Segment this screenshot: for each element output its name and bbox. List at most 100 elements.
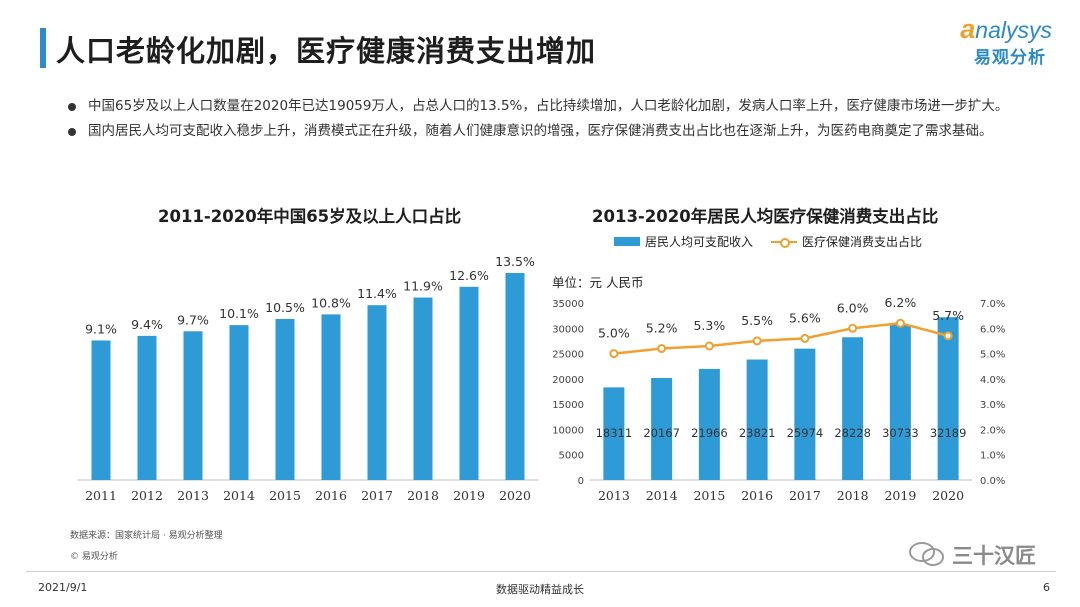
chart2-bar-label: 28228 (834, 426, 871, 440)
logo-wordmark: analysys (960, 14, 1052, 44)
chart1-x-tick: 2014 (223, 488, 255, 503)
chart1-x-tick: 2017 (361, 488, 393, 503)
chart2-y-left-tick: 35000 (552, 299, 584, 310)
footer-slogan: 数据驱动精益成长 (496, 583, 584, 596)
chart2-bar-label: 32189 (930, 426, 967, 440)
chart2-bar-label: 25974 (787, 426, 824, 440)
bullet-dot-icon (68, 103, 76, 111)
chart2-y-left-tick: 20000 (552, 375, 584, 386)
chart2-legend: 居民人均可支配收入 医疗保健消费支出占比 (614, 233, 922, 250)
chart2-bar-label: 20167 (643, 426, 680, 440)
chart1-data-label: 11.9% (403, 279, 443, 294)
chart2-x-tick: 2015 (693, 488, 725, 503)
chart1-bar (505, 273, 525, 480)
chart2-line-point (800, 333, 810, 343)
chart1-bar (321, 314, 341, 480)
chart2-x-tick: 2018 (837, 488, 869, 503)
chart2-y-right-tick: 7.0% (980, 299, 1005, 310)
chart2-bar (603, 387, 625, 480)
chart2-line-point (657, 344, 667, 354)
chart2-bar-label: 30733 (882, 426, 919, 440)
legend-line-swatch (771, 237, 798, 248)
analysys-logo: analysys 易观分析 (942, 14, 1052, 70)
chart1-x-tick: 2012 (131, 488, 163, 503)
legend-line-label: 医疗保健消费支出占比 (802, 235, 923, 249)
chart2-y-left-tick: 10000 (552, 425, 584, 436)
chart2-y-right-tick: 5.0% (980, 350, 1005, 361)
page-number: 6 (1043, 581, 1050, 594)
chart1-x-tick: 2016 (315, 488, 347, 503)
chart2-line-label: 6.2% (884, 295, 916, 310)
chart2-y-right-tick: 0.0% (980, 476, 1005, 487)
chart2-y-right-tick: 4.0% (980, 375, 1005, 386)
chart2-y-left-tick: 25000 (552, 350, 584, 361)
chart1-bar (229, 325, 249, 480)
bullet-text: 中国65岁及以上人口数量在2020年已达19059万人，占总人口的13.5%，占… (88, 98, 1009, 114)
chart1-bar (367, 305, 387, 480)
bullet-dot-icon (68, 128, 76, 136)
chart2-y-right-tick: 1.0% (980, 451, 1005, 462)
watermark-text: 三十汉匠 (952, 544, 1036, 568)
chart2-line-label: 5.0% (598, 326, 630, 341)
chart2-line-label: 6.0% (837, 300, 869, 315)
chart2-line-point (895, 318, 905, 328)
chart2-line-label: 5.7% (932, 308, 964, 323)
chart1-bar (413, 297, 433, 480)
chart1-data-label: 10.8% (311, 295, 351, 310)
chart2-line-label: 5.3% (693, 318, 725, 333)
chart1-bar (91, 340, 111, 480)
chart2-bar-label: 21966 (691, 426, 728, 440)
chart2-line-label: 5.5% (741, 313, 773, 328)
chart1-data-label: 9.7% (177, 312, 209, 327)
chart2-line-point (704, 341, 714, 351)
chart1-bar (275, 319, 295, 480)
wechat-icon (909, 542, 944, 566)
chart2-bar-label: 18311 (596, 426, 633, 440)
chart2-bar (794, 348, 816, 480)
chart2-y-left-tick: 30000 (552, 324, 584, 335)
chart2-unit-label: 单位：元 人民币 (552, 275, 644, 290)
chart2-y-left-tick: 0 (578, 476, 584, 487)
chart1-data-label: 9.4% (131, 317, 163, 332)
chart2-bar (651, 378, 673, 480)
chart1-data-label: 10.5% (265, 300, 305, 315)
chart2-y-right-tick: 3.0% (980, 400, 1005, 411)
bullet-text: 国内居民人均可支配收入稳步上升，消费模式正在升级，随着人们健康意识的增强，医疗保… (88, 123, 993, 139)
chart1-x-tick: 2011 (85, 488, 117, 503)
chart2-y-left-tick: 15000 (552, 400, 584, 411)
chart2-x-tick: 2017 (789, 488, 821, 503)
footer-date: 2021/9/1 (38, 581, 88, 594)
chart2-y-left-tick: 5000 (559, 451, 584, 462)
chart2-title: 2013-2020年居民人均医疗保健消费支出占比 (592, 207, 939, 226)
page-title: 人口老龄化加剧，医疗健康消费支出增加 (56, 34, 597, 68)
bullet-item: 中国65岁及以上人口数量在2020年已达19059万人，占总人口的13.5%，占… (62, 95, 1037, 118)
legend-bar-label: 居民人均可支配收入 (645, 235, 754, 249)
chart2-x-tick: 2013 (598, 488, 630, 503)
chart2-bar-label: 23821 (739, 426, 776, 440)
copyright: © 易观分析 (70, 552, 118, 562)
chart1-data-label: 13.5% (495, 254, 535, 269)
chart1-x-tick: 2018 (407, 488, 439, 503)
chart2-x-tick: 2014 (646, 488, 678, 503)
chart2-bar (889, 324, 911, 480)
chart1-x-tick: 2020 (499, 488, 531, 503)
bullet-list: 中国65岁及以上人口数量在2020年已达19059万人，占总人口的13.5%，占… (62, 95, 1037, 145)
chart1-x-tick: 2015 (269, 488, 301, 503)
chart2-bar (937, 317, 959, 480)
chart2-line (613, 321, 949, 355)
legend-bar-swatch (614, 237, 640, 246)
chart2-line-label: 5.2% (646, 321, 678, 336)
chart2-line-point (609, 349, 619, 359)
bullet-item: 国内居民人均可支配收入稳步上升，消费模式正在升级，随着人们健康意识的增强，医疗保… (62, 120, 1037, 143)
chart2-x-tick: 2019 (884, 488, 916, 503)
chart1-bar (137, 335, 157, 480)
chart1-bar (459, 286, 479, 480)
chart2-x-tick: 2020 (932, 488, 964, 503)
chart1-title: 2011-2020年中国65岁及以上人口占比 (158, 207, 462, 226)
chart2-y-right-tick: 6.0% (980, 324, 1005, 335)
title-accent-bar (40, 28, 46, 68)
chart2-line-point (943, 331, 953, 341)
chart1-data-label: 12.6% (449, 268, 489, 283)
chart2-bar (746, 359, 768, 480)
chart1-x-tick: 2013 (177, 488, 209, 503)
